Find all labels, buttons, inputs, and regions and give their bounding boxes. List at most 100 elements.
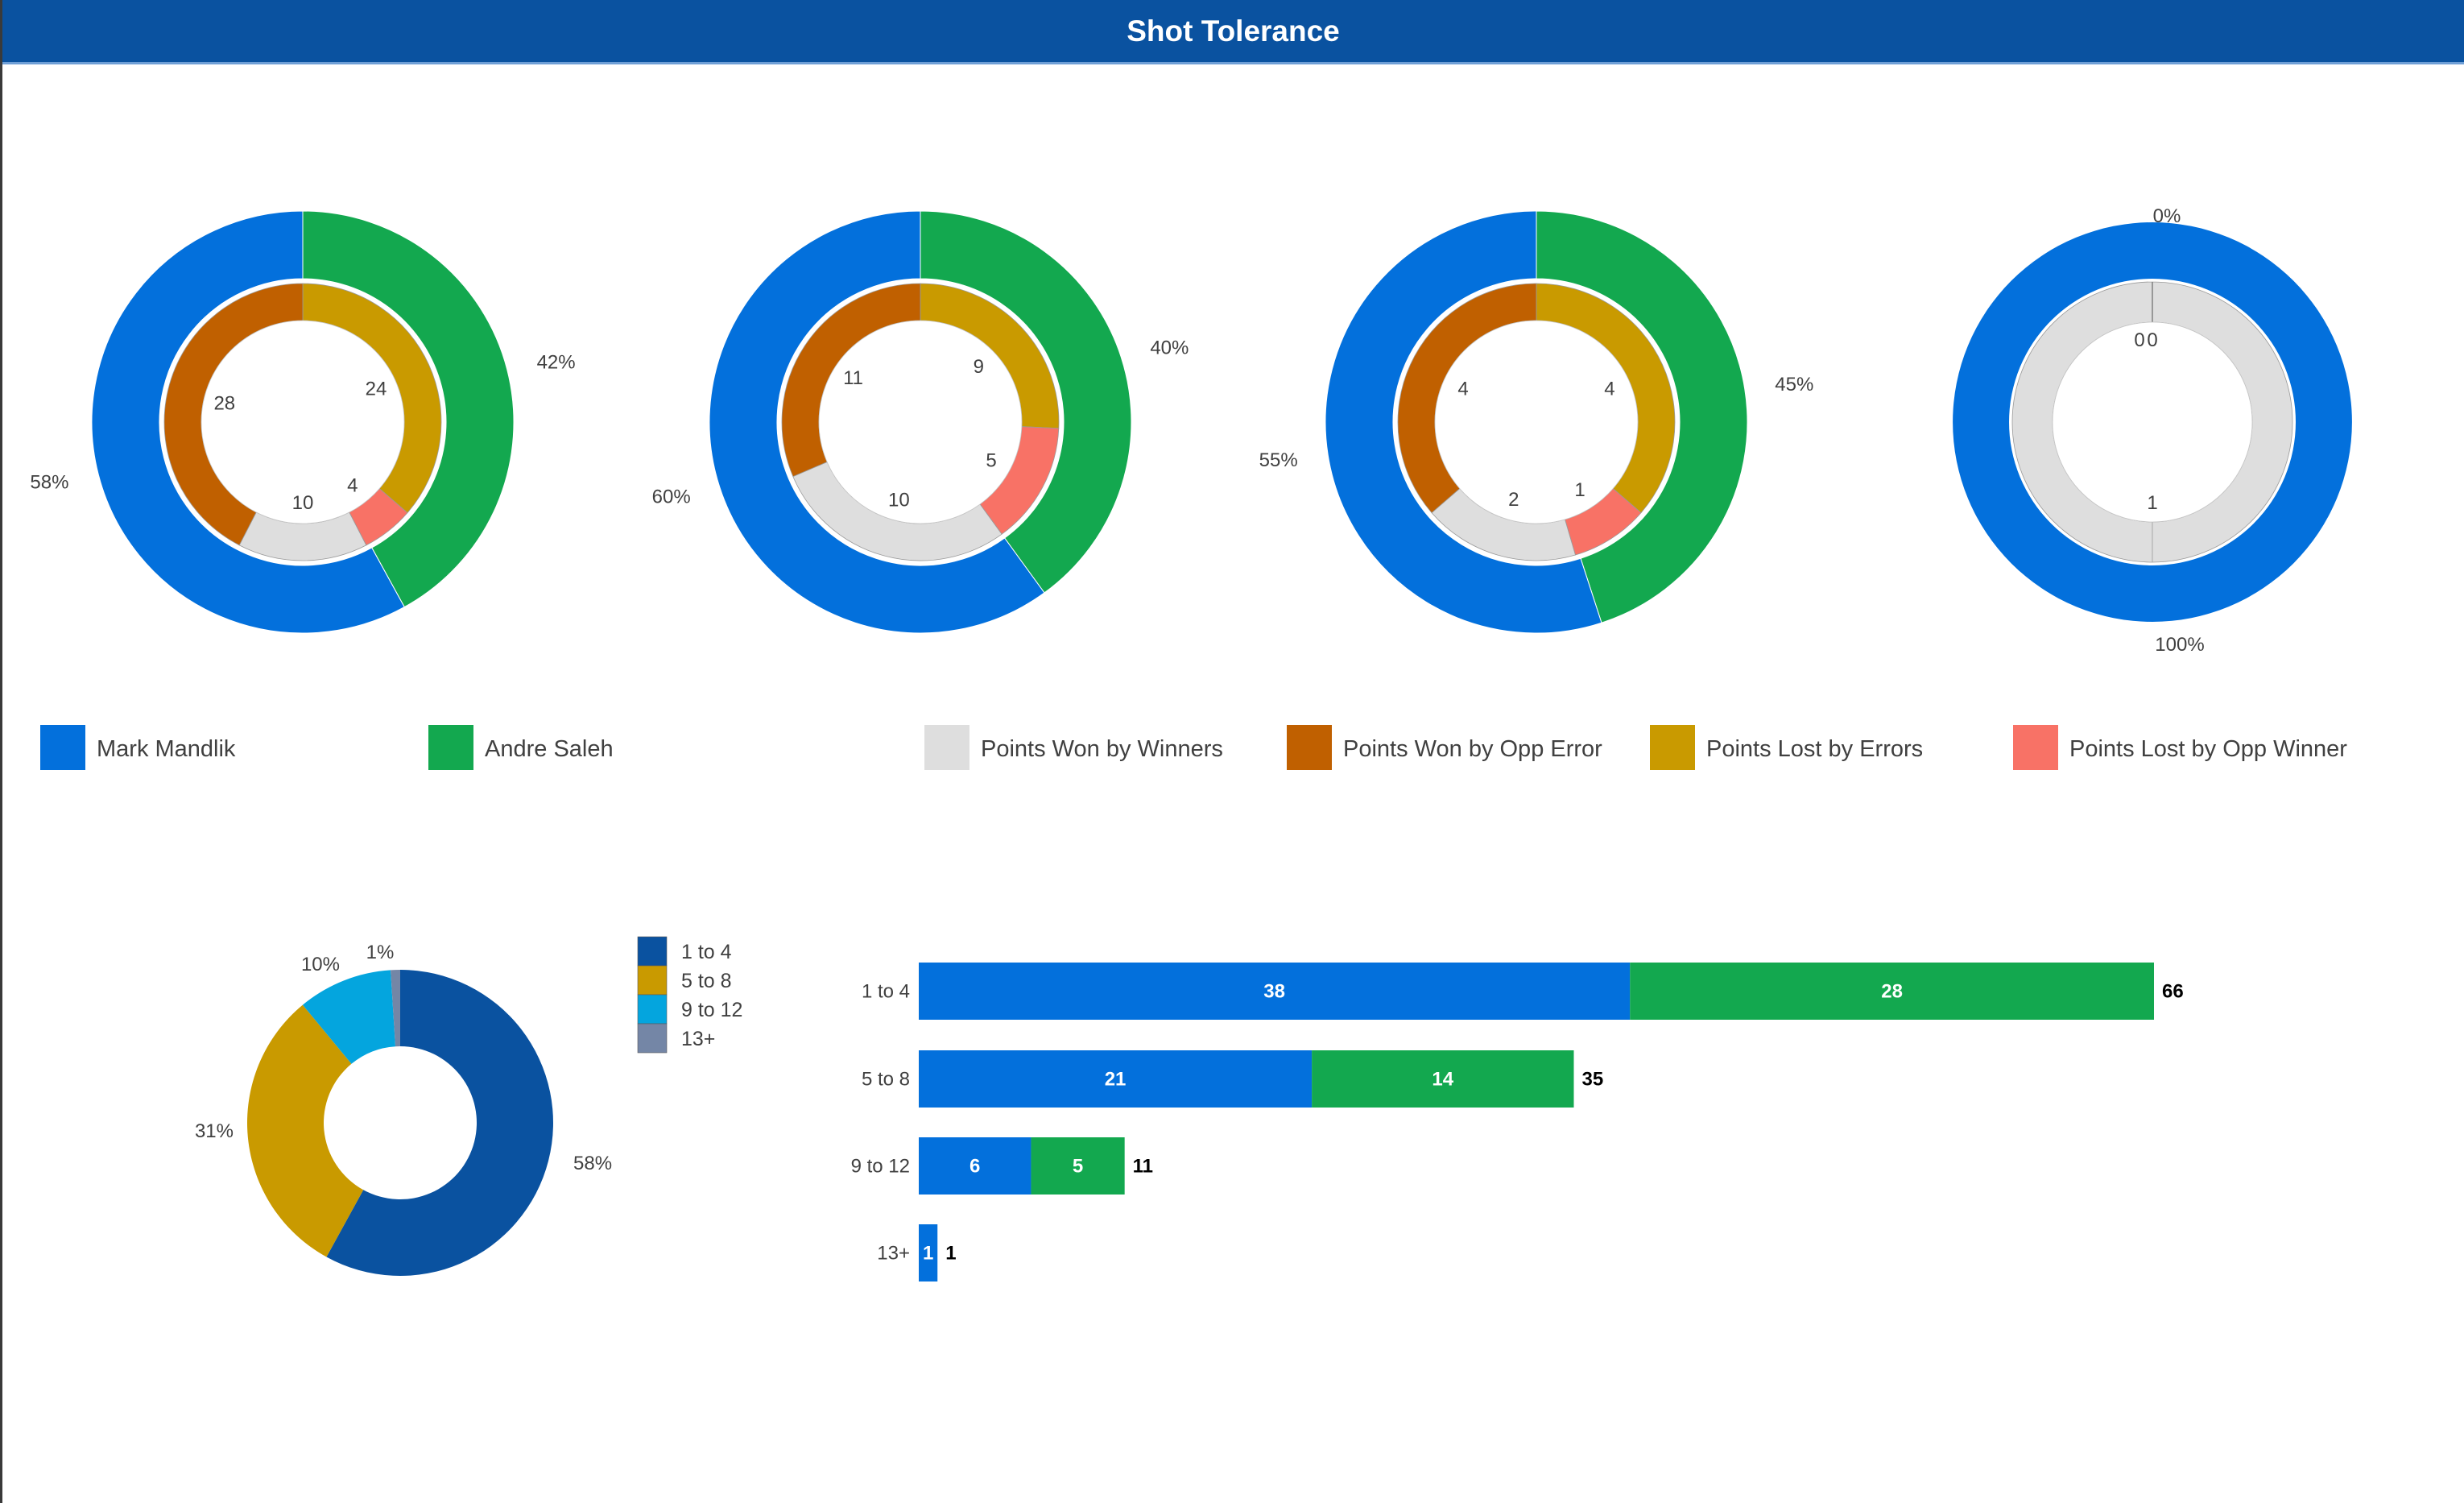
bar-segment-mark-mandlik [919,1050,1313,1108]
bar-value-label: 1 [923,1243,933,1265]
outer-percentage-label: 45% [1775,374,1813,395]
legend-swatch [2013,725,2058,770]
bar-segment-mark-mandlik [919,1137,1031,1195]
bar-total-label: 35 [1581,1069,1603,1091]
inner-value-label: 0 [2147,329,2157,351]
category-label: 13+ [877,1243,910,1265]
inner-value-label: 4 [1604,378,1614,400]
bar-row: 5 to 8 21 14 35 [862,1050,1603,1108]
legend-swatch [428,725,473,770]
legend-item: Points Won by Winners [924,725,1223,770]
bar-row: 9 to 12 6 5 11 [851,1137,1153,1195]
legend-label: Mark Mandlik [97,736,236,762]
donut-hole [2052,321,2253,523]
bar-segment-andre-saleh [1312,1050,1574,1108]
outer-slice-mark-mandlik [91,210,405,634]
outer-percentage-label: 0% [2153,205,2181,227]
bar-value-label: 21 [1105,1069,1127,1091]
spread-percentage-label: 1% [366,942,395,963]
bar-value-label: 5 [1073,1156,1083,1178]
bar-segment-mark-mandlik [919,963,1631,1020]
inner-value-label: 24 [366,378,387,400]
inner-value-label: 2 [1508,489,1519,511]
bar-total-label: 11 [1133,1156,1153,1178]
legend-swatch [637,965,668,996]
donut-hole [1434,320,1639,524]
inner-value-label: 11 [843,367,863,389]
legend-label: 5 to 8 [681,970,732,992]
shot-donut-chart-1: 24 4 10 28 42% 58% [30,210,576,634]
inner-value-label: 4 [1457,378,1468,400]
legend: Mark Mandlik Andre Saleh Points Won by Win… [40,725,2347,770]
spread-slice-5-to-8 [247,1004,364,1257]
spread-legend-item: 5 to 8 [637,965,732,996]
donut-hole [201,320,405,524]
bar-total-label: 1 [945,1243,956,1265]
spread-legend-item: 9 to 12 [637,994,742,1025]
window-left-border [0,0,2,1503]
bar-value-label: 14 [1432,1069,1453,1091]
legend-item: Points Lost by Errors [1650,725,1923,770]
inner-value-label: 4 [347,475,358,497]
legend-item: Points Won by Opp Error [1287,725,1602,770]
legend-swatch [1650,725,1695,770]
spread-percentage-label: 31% [195,1120,234,1142]
legend-item: Mark Mandlik [40,725,236,770]
spread-legend-item: 13+ [637,1023,715,1054]
inner-value-label: 5 [986,449,996,471]
legend-swatch [637,936,668,967]
bar-row: 1 to 4 38 28 66 [862,963,2184,1020]
bar-value-label: 28 [1881,981,1903,1003]
spread-slice-9-to-12 [302,970,396,1064]
outer-slice-mark-mandlik [709,210,1045,634]
bar-segment-andre-saleh [1630,963,2154,1020]
legend-label: 13+ [681,1028,715,1050]
inner-value-label: 28 [213,392,235,414]
outer-percentage-label: 42% [537,351,576,373]
inner-value-label: 10 [888,489,910,511]
category-label: 1 to 4 [862,981,910,1003]
outer-percentage-label: 100% [2155,634,2204,656]
inner-value-label: 0 [2134,329,2144,351]
points-won-bar-chart: 1 to 4 38 28 66 5 to 8 21 14 35 9 to 12 6 5 11 13+ 1 1 [851,963,2184,1281]
bar-value-label: 6 [969,1156,980,1178]
outer-percentage-label: 55% [1259,449,1298,471]
spread-percentage-label: 10% [301,954,340,975]
legend-swatch [40,725,85,770]
legend-label: Points Won by Winners [981,736,1223,762]
outer-percentage-label: 60% [652,487,691,508]
category-label: 5 to 8 [862,1069,910,1091]
outer-percentage-label: 58% [30,472,68,494]
category-label: 9 to 12 [851,1156,910,1178]
outer-slice-andre-saleh [920,210,1132,594]
spread-percentage-label: 58% [573,1153,612,1174]
legend-item: Points Lost by Opp Winner [2013,725,2347,770]
shot-donut-chart-3: 4 1 2 4 45% 55% [1259,210,1813,634]
bar-segment-mark-mandlik [919,1224,938,1281]
bar-row: 13+ 1 1 [877,1224,957,1281]
shot-donut-chart-4: 00 1 0% 100% [1953,205,2352,656]
shot-donut-chart-2: 9 5 10 11 40% 60% [652,210,1189,634]
dashboard-header: Shot Tolerance [2,0,2464,64]
bar-value-label: 38 [1263,981,1285,1003]
bar-total-label: 66 [2162,981,2184,1003]
inner-value-label: 1 [1574,479,1585,501]
legend-label: Points Won by Opp Error [1343,736,1602,762]
legend-label: Points Lost by Opp Winner [2069,736,2347,762]
spread-slice-1-to-4 [326,970,553,1276]
legend-swatch [924,725,969,770]
dashboard-title: Shot Tolerance [1127,14,1340,48]
spread-slice-13plus [391,970,400,1047]
donut-hole [818,320,1023,524]
legend-label: Points Lost by Errors [1706,736,1923,762]
outer-slice-mark-mandlik [1325,210,1602,634]
outer-percentage-label: 40% [1150,337,1189,358]
spread-donut-chart: 58% 31% 10% 1% 1 to 4 5 to 8 9 to 12 13+ [195,936,742,1276]
inner-value-label: 10 [292,492,314,514]
legend-label: Andre Saleh [485,736,614,762]
spread-legend-item: 1 to 4 [637,936,732,967]
legend-swatch [637,994,668,1025]
legend-label: 1 to 4 [681,941,732,963]
outer-slice-andre-saleh [1536,210,1748,623]
